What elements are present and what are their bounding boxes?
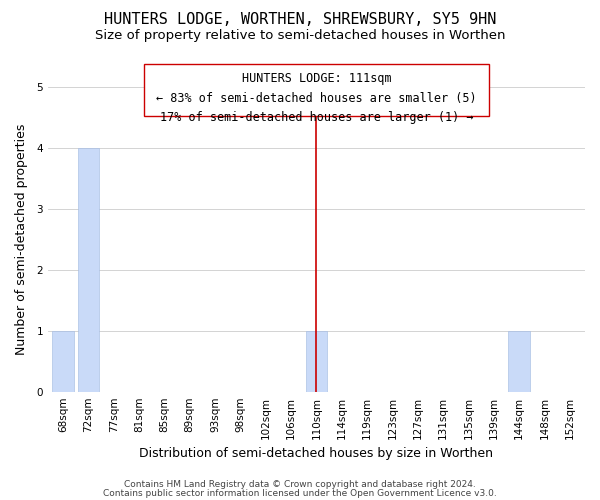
Text: HUNTERS LODGE, WORTHEN, SHREWSBURY, SY5 9HN: HUNTERS LODGE, WORTHEN, SHREWSBURY, SY5 … — [104, 12, 496, 28]
Text: 17% of semi-detached houses are larger (1) →: 17% of semi-detached houses are larger (… — [160, 110, 473, 124]
Bar — [508, 330, 530, 392]
Text: Size of property relative to semi-detached houses in Worthen: Size of property relative to semi-detach… — [95, 29, 505, 42]
Text: Contains HM Land Registry data © Crown copyright and database right 2024.: Contains HM Land Registry data © Crown c… — [124, 480, 476, 489]
Y-axis label: Number of semi-detached properties: Number of semi-detached properties — [15, 124, 28, 355]
Bar — [305, 330, 327, 392]
Bar — [77, 148, 99, 392]
Text: ← 83% of semi-detached houses are smaller (5): ← 83% of semi-detached houses are smalle… — [156, 92, 477, 105]
FancyBboxPatch shape — [144, 64, 489, 116]
Text: HUNTERS LODGE: 111sqm: HUNTERS LODGE: 111sqm — [242, 72, 391, 85]
Text: Contains public sector information licensed under the Open Government Licence v3: Contains public sector information licen… — [103, 488, 497, 498]
Bar — [52, 330, 74, 392]
X-axis label: Distribution of semi-detached houses by size in Worthen: Distribution of semi-detached houses by … — [139, 447, 493, 460]
